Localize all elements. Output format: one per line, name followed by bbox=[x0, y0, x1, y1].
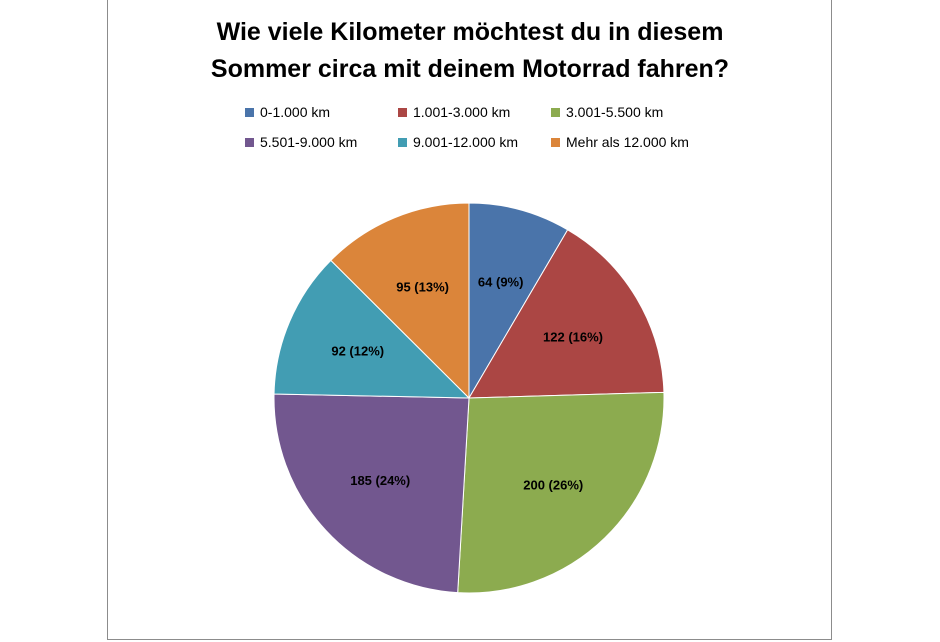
legend-item-mehr-als-12000: Mehr als 12.000 km bbox=[551, 134, 689, 150]
data-label-2: 200 (26%) bbox=[523, 478, 583, 493]
data-label-3: 185 (24%) bbox=[350, 473, 410, 488]
legend-item-0-1000: 0-1.000 km bbox=[245, 104, 330, 120]
data-label-0: 64 (9%) bbox=[478, 274, 524, 289]
pie-slice-0 bbox=[468, 202, 569, 400]
pie-slice-3 bbox=[273, 393, 470, 594]
chart-title-line-2: Sommer circa mit deinem Motorrad fahren? bbox=[210, 55, 730, 83]
data-label-1: 122 (16%) bbox=[543, 329, 603, 344]
pie-slice-2 bbox=[457, 391, 665, 594]
legend-label: 5.501-9.000 km bbox=[260, 134, 358, 150]
legend-swatch bbox=[551, 137, 560, 147]
chart-title: Wie viele Kilometer möchtest du in diese… bbox=[0, 14, 940, 88]
chart-title-line-1: Wie viele Kilometer möchtest du in diese… bbox=[216, 18, 724, 46]
legend-label: 0-1.000 km bbox=[260, 104, 331, 120]
legend-swatch bbox=[245, 107, 254, 117]
legend-swatch bbox=[398, 107, 407, 117]
legend-item-3001-5500: 3.001-5.500 km bbox=[551, 104, 663, 120]
pie-slice-5 bbox=[330, 202, 470, 400]
legend-item-9001-12000: 9.001-12.000 km bbox=[398, 134, 518, 150]
legend-swatch bbox=[551, 107, 560, 117]
legend-item-5501-9000: 5.501-9.000 km bbox=[245, 134, 357, 150]
legend-swatch bbox=[245, 137, 254, 147]
pie-slice-4 bbox=[273, 259, 471, 399]
legend-swatch bbox=[398, 137, 407, 147]
data-label-5: 95 (13%) bbox=[396, 279, 449, 294]
data-label-4: 92 (12%) bbox=[331, 344, 384, 359]
pie-slice-1 bbox=[468, 229, 665, 399]
legend-label: 9.001-12.000 km bbox=[413, 134, 519, 150]
legend-label: 3.001-5.500 km bbox=[566, 104, 664, 120]
legend-label: Mehr als 12.000 km bbox=[566, 134, 689, 150]
legend-item-1001-3000: 1.001-3.000 km bbox=[398, 104, 510, 120]
legend-label: 1.001-3.000 km bbox=[413, 104, 511, 120]
